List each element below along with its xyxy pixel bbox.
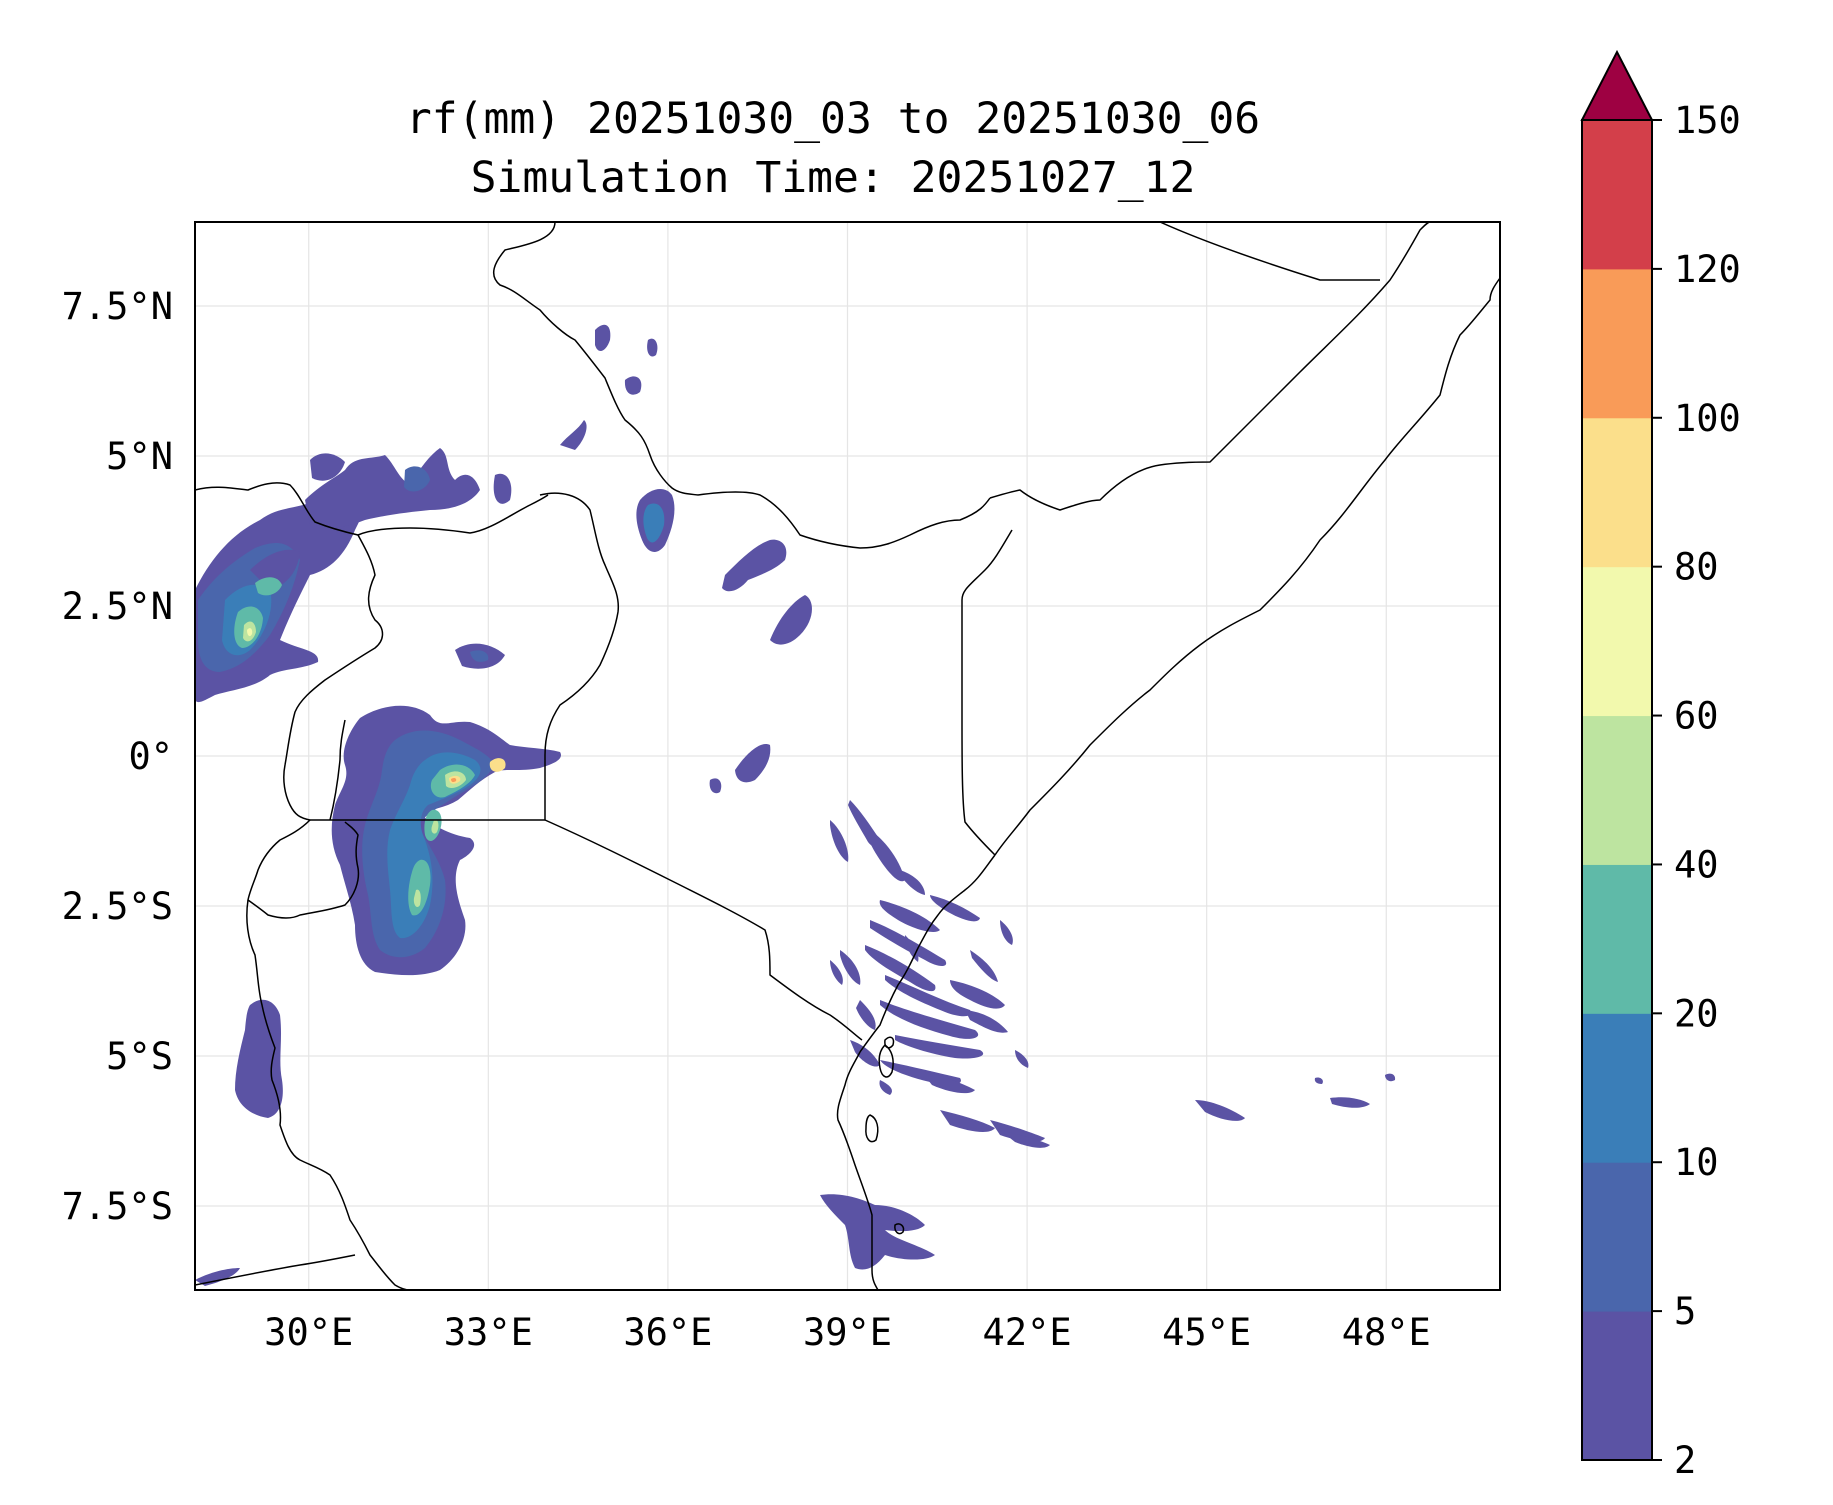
colorbar-segment — [1582, 1013, 1652, 1163]
island-pemba — [884, 1036, 895, 1049]
rain-cell-uganda-north-core — [470, 650, 489, 662]
chart-title: rf(mm) 20251030_03 to 20251030_06 — [406, 94, 1260, 144]
colorbar-segment — [1582, 268, 1652, 419]
coast-horn-of-africa — [994, 277, 1500, 856]
colorbar-segment — [1582, 864, 1652, 1014]
colorbar-segment — [1582, 1162, 1652, 1312]
rain-cell-kenya-north-2 — [770, 595, 812, 645]
border-drc-ssudan — [195, 482, 359, 536]
x-tick-label: 39°E — [803, 1311, 892, 1354]
rain-cell-victoria-level60 — [413, 771, 466, 908]
colorbar-tick-label: 40 — [1674, 843, 1719, 886]
island-mafia — [865, 1114, 879, 1143]
island-south — [894, 1223, 905, 1235]
rain-cell-offshore-3 — [1385, 1073, 1396, 1082]
x-tick-label: 36°E — [623, 1311, 712, 1354]
country-borders — [195, 222, 1500, 1290]
y-tick-label: 2.5°S — [62, 885, 173, 928]
rain-band-south-sudan — [305, 448, 480, 528]
colorbar-tick-label: 60 — [1674, 695, 1719, 738]
colorbar-tick-label: 10 — [1674, 1141, 1719, 1184]
border-uganda-drc-west — [283, 534, 384, 821]
map-area — [195, 222, 1500, 1290]
rain-cell-victoria-level40 — [408, 764, 475, 916]
rain-band-small-2 — [493, 473, 512, 504]
colorbar-segment — [1582, 1311, 1652, 1461]
rain-cell-offshore-4 — [1314, 1077, 1323, 1084]
colorbar-tick-label: 5 — [1674, 1290, 1696, 1333]
x-tick-label: 42°E — [983, 1311, 1072, 1354]
y-tick-label: 7.5°S — [62, 1185, 173, 1228]
border-somalia-north — [989, 222, 1431, 511]
colorbar-segment — [1582, 566, 1652, 717]
colorbar-extend-arrow — [1580, 49, 1654, 121]
border-kenya-tanzania — [544, 819, 863, 1041]
y-axis-tick-labels: 7.5°N 5°N 2.5°N 0° 2.5°S 5°S 7.5°S — [62, 285, 173, 1228]
rain-cell-offshore-2 — [1330, 1097, 1370, 1108]
colorbar-tick-label: 120 — [1674, 248, 1741, 291]
colorbar: 2 5 10 20 40 60 80 100 120 150 — [1580, 49, 1741, 1482]
rain-cell-sw-corner — [195, 1268, 240, 1286]
x-tick-label: 33°E — [444, 1311, 533, 1354]
x-tick-label: 30°E — [264, 1311, 353, 1354]
y-tick-label: 5°N — [106, 435, 173, 478]
border-drc-zambia-tz — [195, 1254, 356, 1286]
colorbar-tick-label: 20 — [1674, 992, 1719, 1035]
chart-subtitle: Simulation Time: 20251027_12 — [471, 153, 1196, 203]
rain-cell-kenya-central — [709, 744, 771, 794]
colorbar-tick-label: 2 — [1674, 1439, 1696, 1482]
x-tick-label: 48°E — [1342, 1311, 1431, 1354]
y-tick-label: 2.5°N — [62, 585, 173, 628]
rain-cell-ethiopia-west-core — [643, 503, 665, 543]
colorbar-frame — [1581, 119, 1653, 1461]
border-kenya-somalia — [961, 529, 1013, 856]
rain-cell-victoria-level100 — [451, 777, 457, 783]
lake-victoria-west — [329, 719, 346, 821]
colorbar-segment — [1582, 417, 1652, 568]
y-tick-label: 7.5°N — [62, 285, 173, 328]
y-tick-label: 5°S — [106, 1035, 173, 1078]
rain-band-south-sudan-core — [404, 466, 430, 492]
x-tick-label: 45°E — [1162, 1311, 1251, 1354]
rain-cell-sudan-2 — [624, 376, 642, 395]
border-sudan-south-sudan-ethiopia — [492, 222, 699, 496]
x-axis-tick-labels: 30°E 33°E 36°E 39°E 42°E 45°E 48°E — [264, 1311, 1431, 1354]
border-djibouti — [1159, 222, 1380, 281]
rain-cell-tanzania-sw — [235, 999, 283, 1118]
border-burundi-tanzania — [246, 899, 411, 1290]
rain-cell-offshore-1 — [1195, 1100, 1245, 1121]
border-rwanda — [247, 819, 360, 919]
coast-kenya-tanzania — [836, 854, 996, 1290]
map-frame — [194, 221, 1501, 1291]
rain-cell-victoria-spot-east — [489, 758, 506, 772]
colorbar-tick-label: 80 — [1674, 546, 1719, 589]
colorbar-tick-label: 150 — [1674, 99, 1741, 142]
border-ethiopia-somalia — [697, 491, 991, 549]
border-uganda-kenya — [539, 492, 620, 820]
rain-cell-tanzania-south — [820, 1194, 935, 1270]
colorbar-segment — [1582, 120, 1652, 270]
colorbar-tick-label: 100 — [1674, 397, 1741, 440]
rainfall-field — [195, 324, 1396, 1286]
island-zanzibar — [878, 1044, 894, 1078]
rain-cell-sudan-4 — [560, 420, 587, 450]
y-tick-label: 0° — [128, 735, 173, 778]
border-uganda-drc-ssudan — [357, 494, 549, 536]
rain-cell-kenya-north-1 — [722, 539, 787, 592]
rain-streaks-coast — [830, 800, 1050, 1148]
rain-cell-drc-level80 — [247, 628, 253, 637]
rain-cell-sudan-1 — [595, 324, 611, 352]
rain-band-small-1 — [310, 453, 345, 481]
rain-cell-sudan-3 — [647, 338, 658, 357]
rain-cell-drc-upper-core — [255, 577, 282, 596]
colorbar-segment — [1582, 715, 1652, 865]
